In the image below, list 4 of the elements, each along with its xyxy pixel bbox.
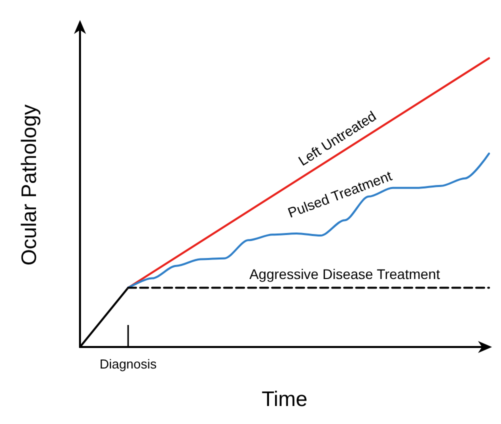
text: Diagnosis <box>100 356 158 372</box>
x-axis-title: Time <box>262 388 308 411</box>
y-axis-title: Ocular Pathology <box>18 104 41 266</box>
series-label: Aggressive Disease Treatment <box>249 266 440 282</box>
